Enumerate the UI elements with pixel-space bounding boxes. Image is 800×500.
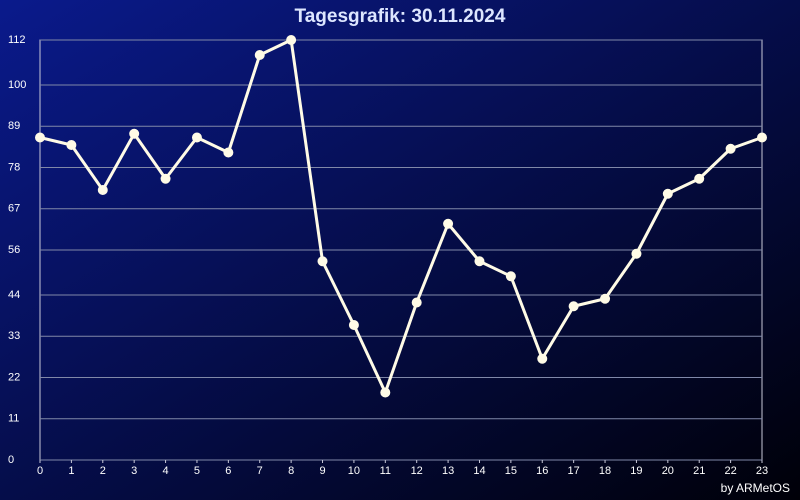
y-tick-label: 44: [8, 289, 20, 301]
data-point: [348, 320, 359, 330]
x-tick-label: 5: [194, 465, 200, 477]
data-point: [568, 301, 579, 312]
data-point: [317, 256, 328, 267]
x-tick-label: 9: [319, 465, 325, 477]
x-tick-label: 17: [568, 465, 580, 477]
x-tick-label: 13: [442, 465, 454, 477]
data-point: [286, 35, 297, 45]
x-tick-label: 10: [348, 465, 360, 477]
data-point: [160, 173, 171, 184]
x-tick-label: 2: [100, 465, 106, 477]
data-point: [35, 132, 45, 143]
x-tick-label: 22: [724, 465, 736, 477]
credit: by ARMetOS: [721, 481, 790, 495]
data-point: [191, 132, 202, 143]
y-tick-label: 78: [8, 161, 20, 173]
data-point: [443, 218, 454, 229]
data-point: [380, 387, 391, 398]
x-tick-label: 3: [131, 465, 137, 477]
data-point: [411, 297, 422, 308]
data-point: [600, 293, 611, 304]
y-tick-label: 67: [8, 203, 20, 215]
y-tick-label: 22: [8, 371, 20, 383]
x-tick-label: 20: [662, 465, 674, 477]
data-point: [631, 248, 642, 259]
y-tick-label: 56: [8, 244, 20, 256]
x-tick-label: 16: [536, 465, 548, 477]
data-point: [97, 185, 108, 195]
x-tick-label: 18: [599, 465, 611, 477]
data-point: [694, 173, 705, 184]
x-tick-label: 7: [257, 465, 263, 477]
data-point: [474, 256, 485, 267]
x-tick-label: 0: [37, 465, 43, 477]
y-tick-label: 0: [8, 454, 14, 466]
data-point: [537, 353, 548, 364]
data-point: [66, 140, 77, 150]
y-tick-label: 11: [8, 413, 19, 425]
x-tick-label: 23: [756, 465, 768, 477]
data-point: [662, 188, 673, 199]
x-tick-label: 11: [380, 465, 391, 477]
x-tick-label: 1: [68, 465, 74, 477]
x-tick-label: 12: [411, 465, 423, 477]
data-point: [223, 147, 234, 158]
data-point: [757, 132, 767, 143]
x-tick-label: 14: [473, 465, 485, 477]
x-tick-label: 19: [630, 465, 642, 477]
chart-title: Tagesgrafik: 30.11.2024: [295, 6, 506, 27]
x-tick-label: 6: [225, 465, 231, 477]
data-point: [505, 271, 516, 282]
y-tick-label: 112: [8, 34, 26, 46]
y-tick-label: 33: [8, 330, 20, 342]
x-tick-label: 15: [505, 465, 517, 477]
data-point: [129, 128, 140, 139]
y-tick-label: 89: [8, 120, 20, 132]
data-point: [254, 50, 265, 60]
y-tick-label: 100: [8, 79, 26, 91]
x-tick-label: 21: [693, 465, 705, 477]
data-point: [725, 143, 736, 154]
data-line: [39, 38, 763, 394]
x-tick-label: 4: [163, 465, 169, 477]
x-tick-label: 8: [288, 465, 294, 477]
